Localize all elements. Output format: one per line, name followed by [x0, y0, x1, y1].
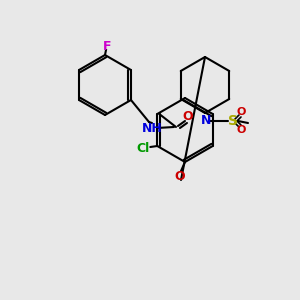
Text: F: F — [103, 40, 111, 53]
Text: N: N — [201, 115, 211, 128]
Text: O: O — [175, 169, 185, 182]
Text: O: O — [236, 107, 246, 117]
Text: NH: NH — [142, 122, 162, 136]
Text: S: S — [228, 114, 238, 128]
Text: O: O — [183, 110, 193, 124]
Text: Cl: Cl — [137, 142, 150, 154]
Text: O: O — [236, 125, 246, 135]
